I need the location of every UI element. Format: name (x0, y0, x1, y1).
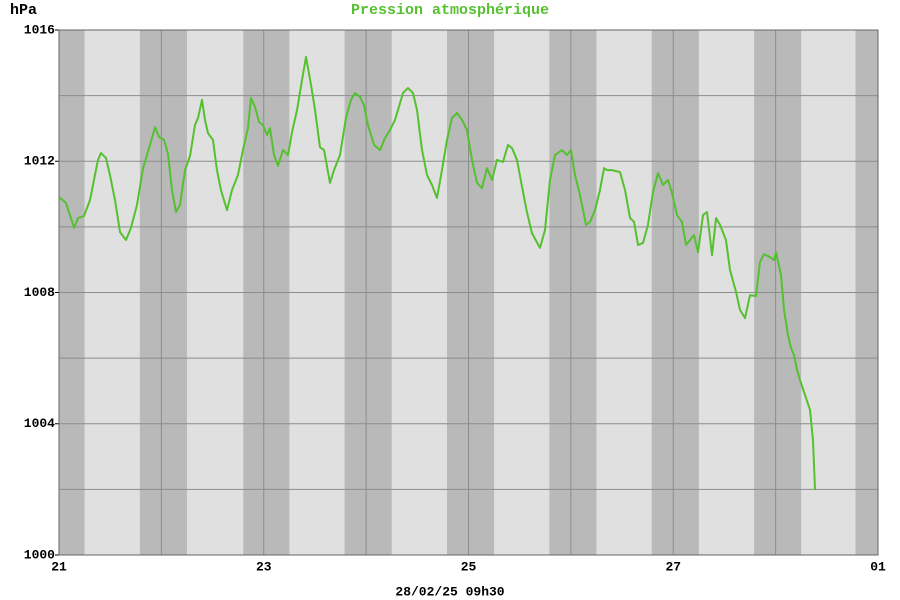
x-tick-label: 27 (665, 559, 681, 574)
y-tick-label: 1000 (24, 547, 55, 562)
y-tick-label: 1012 (24, 154, 55, 169)
x-axis-label: 28/02/25 09h30 (395, 584, 504, 599)
y-axis-label: hPa (10, 2, 37, 19)
x-tick-label: 25 (461, 559, 477, 574)
y-tick-label: 1008 (24, 285, 55, 300)
x-tick-label: 23 (256, 559, 272, 574)
y-tick-label: 1016 (24, 22, 55, 37)
x-tick-label: 01 (870, 559, 886, 574)
chart-title: Pression atmosphérique (351, 2, 549, 19)
y-tick-label: 1004 (24, 416, 55, 431)
pressure-line (58, 55, 817, 491)
plot-frame (58, 29, 879, 556)
x-tick-label: 21 (51, 559, 67, 574)
